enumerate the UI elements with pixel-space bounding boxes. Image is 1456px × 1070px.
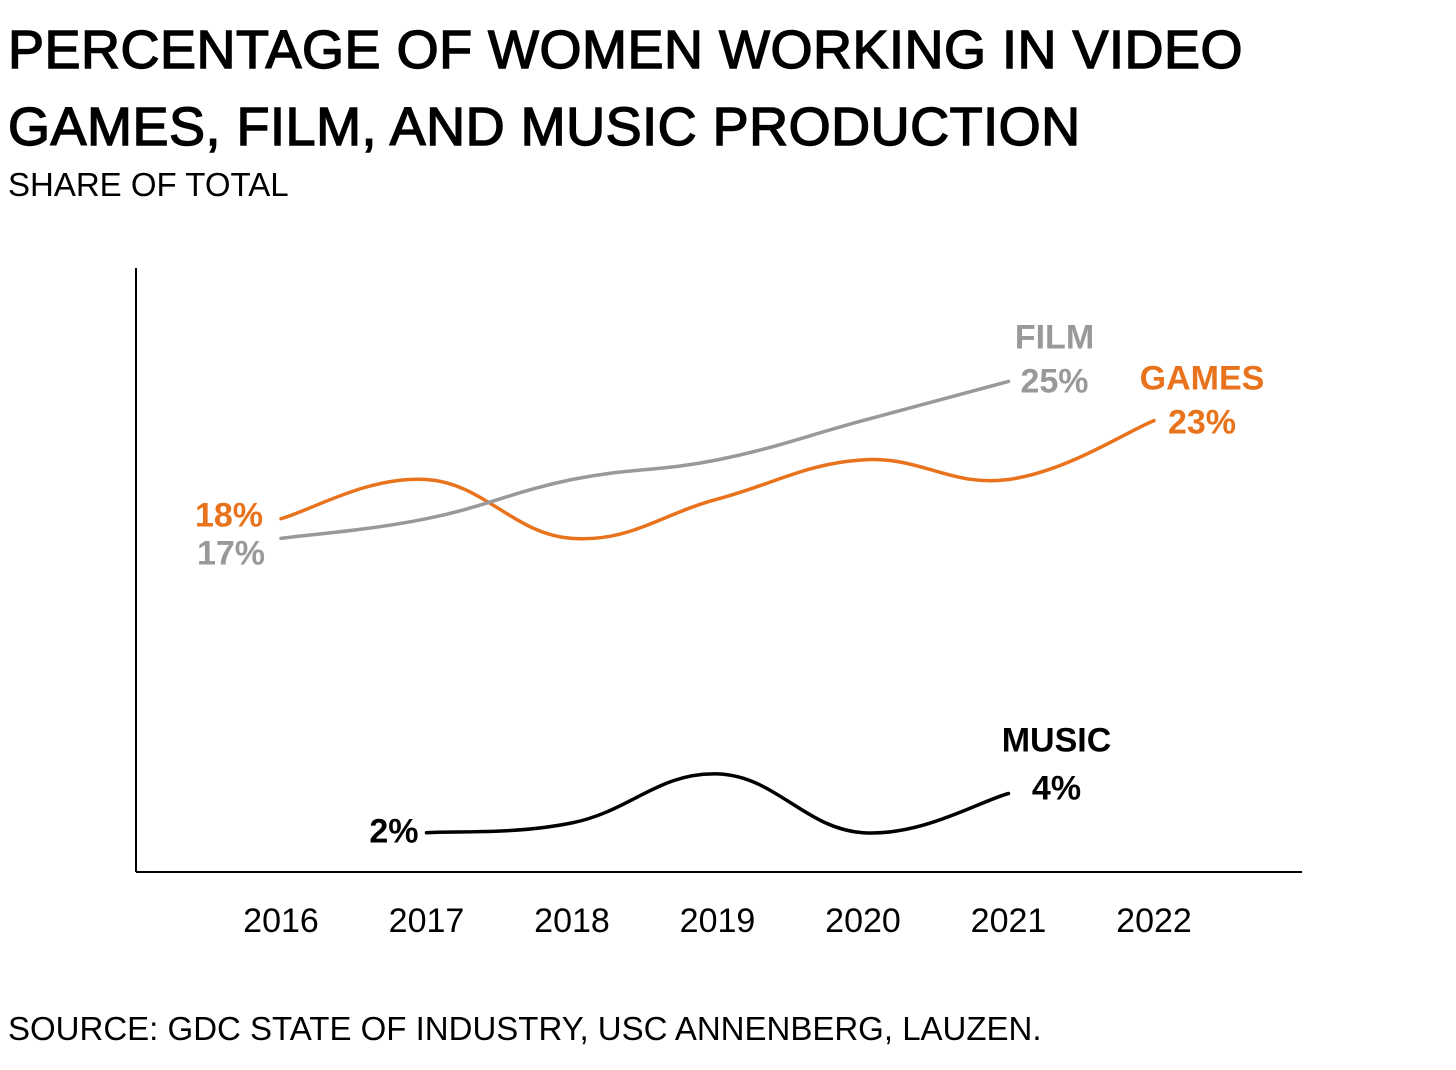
x-tick-2017: 2017 <box>389 902 465 940</box>
games-series-name: GAMES <box>1140 360 1265 398</box>
chart-title: PERCENTAGE OF WOMEN WORKING IN VIDEO GAM… <box>7 19 1244 157</box>
music-series-name: MUSIC <box>1002 721 1112 759</box>
x-tick-2019: 2019 <box>680 902 756 940</box>
series-labels: 18% GAMES 23% 17% FILM 25% 2% MUSIC 4% <box>195 318 1264 850</box>
x-tick-2018: 2018 <box>534 902 610 940</box>
x-tick-2021: 2021 <box>971 902 1047 940</box>
games-end-label: 23% <box>1168 404 1236 442</box>
x-tick-labels: 2016 2017 2018 2019 2020 2021 2022 <box>243 902 1192 940</box>
games-start-label: 18% <box>195 497 263 535</box>
games-line <box>279 418 1156 541</box>
chart-subtitle: SHARE OF TOTAL <box>8 166 289 203</box>
source-note: SOURCE: GDC STATE OF INDUSTRY, USC ANNEN… <box>8 1010 1042 1047</box>
x-tick-2020: 2020 <box>825 902 901 940</box>
series-lines <box>279 379 1156 835</box>
line-chart: 2016 2017 2018 2019 2020 2021 2022 18% GAMES 23%… <box>135 268 1302 940</box>
music-line <box>424 772 1011 835</box>
music-start-label: 2% <box>369 813 418 851</box>
music-end-label: 4% <box>1032 769 1081 807</box>
x-tick-2016: 2016 <box>243 902 319 940</box>
film-line <box>279 379 1011 541</box>
film-start-label: 17% <box>197 534 265 572</box>
film-end-label: 25% <box>1020 362 1088 400</box>
film-series-name: FILM <box>1015 318 1094 356</box>
x-tick-2022: 2022 <box>1116 902 1192 940</box>
